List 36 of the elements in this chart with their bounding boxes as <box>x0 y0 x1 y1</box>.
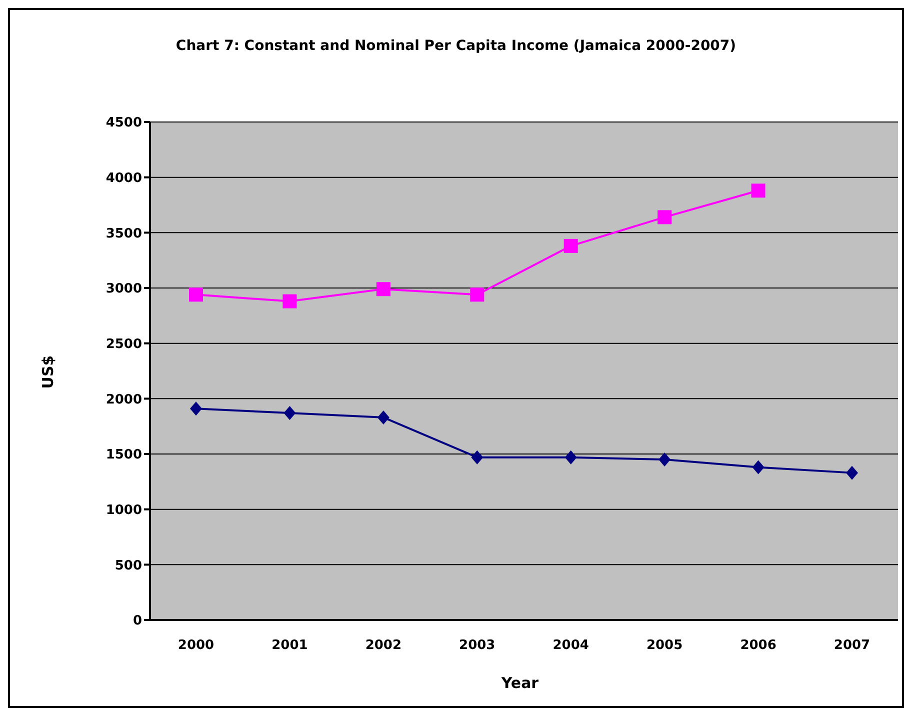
chart-title: Chart 7: Constant and Nominal Per Capita Income (Jamaica 2000-2007) <box>174 38 738 54</box>
x-tick-label: 2005 <box>646 638 683 654</box>
point <box>284 406 296 420</box>
y-tick-label: 3500 <box>106 226 142 242</box>
x-tick-label: 2004 <box>552 638 589 654</box>
point <box>564 450 577 464</box>
point <box>751 184 766 198</box>
x-tick-label: 2003 <box>459 638 496 654</box>
x-tick-label: 2007 <box>834 638 870 654</box>
x-tick-label: 2001 <box>272 638 308 654</box>
y-tick-label: 4500 <box>106 116 142 131</box>
point <box>564 238 578 253</box>
x-axis-title: Year <box>500 674 540 692</box>
y-tick-label: 0 <box>132 614 142 629</box>
point <box>470 288 484 302</box>
x-tick-label: 2000 <box>178 638 214 654</box>
x-tick-label: 2002 <box>365 638 402 654</box>
y-tick-label: 1000 <box>106 502 142 518</box>
y-tick-label: 3000 <box>106 282 142 297</box>
point <box>846 466 858 480</box>
point <box>658 210 672 224</box>
y-tick-label: 500 <box>114 558 142 574</box>
point <box>377 410 390 424</box>
y-tick-label: 4000 <box>106 170 142 186</box>
point <box>752 460 764 474</box>
y-tick-label: 2000 <box>106 392 142 408</box>
point <box>471 450 484 464</box>
point <box>190 402 202 416</box>
point <box>376 282 390 296</box>
x-tick-label: 2006 <box>740 638 776 654</box>
point <box>658 452 671 467</box>
point <box>189 288 203 302</box>
point <box>282 294 297 308</box>
y-axis-title: US$ <box>39 355 57 389</box>
y-tick-label: 2500 <box>106 336 142 352</box>
y-tick-label: 1500 <box>106 448 142 463</box>
